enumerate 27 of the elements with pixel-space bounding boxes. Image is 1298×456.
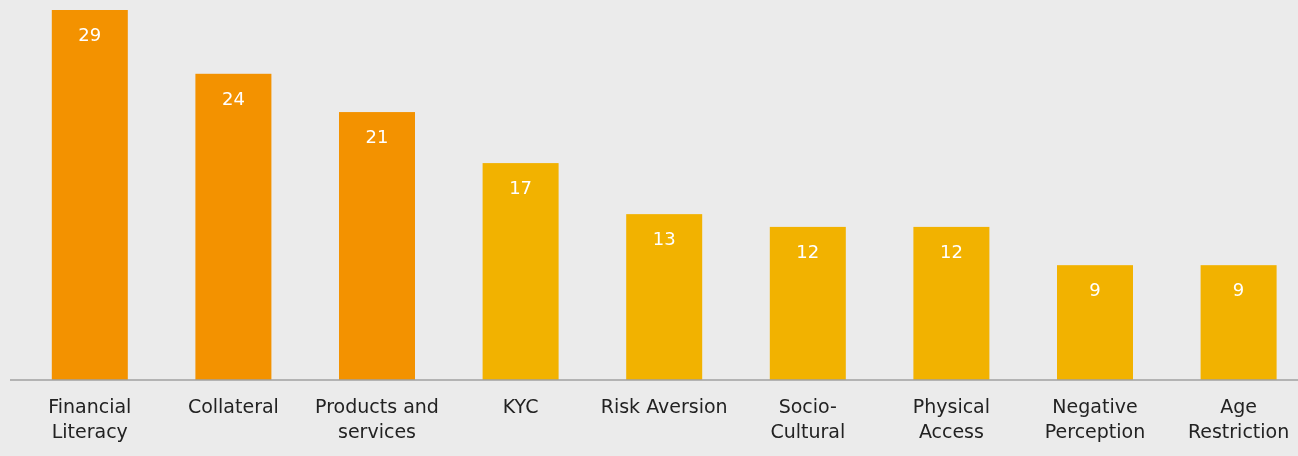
- x-tick-label: Collateral: [187, 395, 279, 417]
- data-label: 12: [796, 240, 820, 262]
- data-label: 24: [221, 87, 245, 109]
- data-label: 17: [509, 177, 533, 199]
- x-tick-label: Age Restriction: [1187, 395, 1290, 442]
- x-tick-label: Negative Perception: [1044, 395, 1146, 442]
- data-label: 9: [1232, 279, 1245, 301]
- x-tick-label: Physical Access: [912, 395, 991, 442]
- bar: [913, 226, 990, 380]
- data-label: 9: [1089, 279, 1101, 301]
- data-label: 12: [939, 240, 963, 262]
- bar: [51, 10, 128, 380]
- data-label: 29: [78, 24, 102, 45]
- data-label: 21: [365, 126, 389, 148]
- bar: [195, 73, 272, 380]
- x-tick-label: Products and services: [315, 395, 439, 442]
- bar: [482, 163, 559, 380]
- bar: [1200, 265, 1277, 380]
- x-tick-label: Financial Literacy: [48, 395, 132, 442]
- bar: [339, 112, 415, 380]
- x-tick-label: Risk Aversion: [600, 395, 728, 417]
- bar: [1057, 265, 1133, 380]
- bar: [626, 214, 703, 380]
- x-tick-label: KYC: [502, 395, 539, 417]
- x-tick-label: Socio- Cultural: [770, 395, 846, 442]
- bar: [769, 226, 846, 380]
- data-label: 13: [652, 228, 676, 250]
